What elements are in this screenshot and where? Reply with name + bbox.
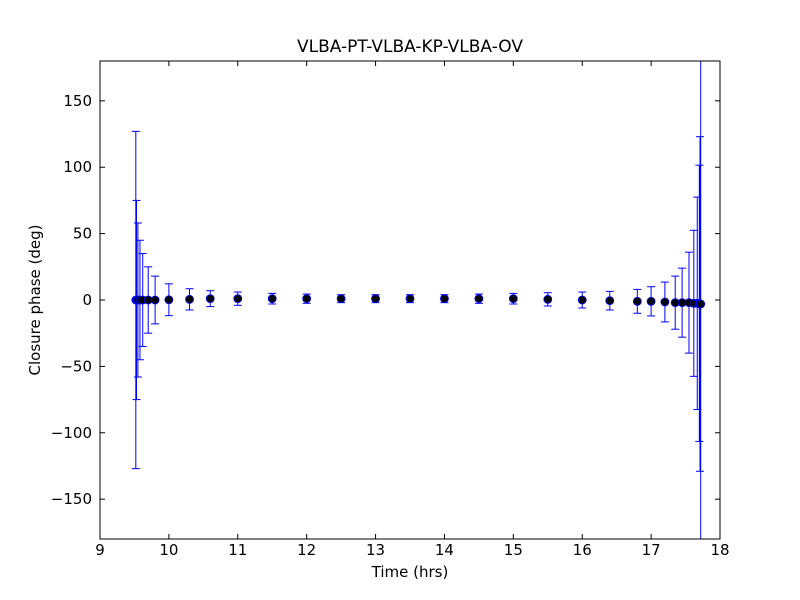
data-point	[267, 294, 277, 304]
x-tick-label: 10	[159, 541, 178, 559]
data-point	[605, 296, 615, 306]
data-point	[646, 296, 656, 306]
data-point	[508, 294, 518, 304]
data-point	[696, 299, 706, 309]
x-tick-label: 12	[297, 541, 316, 559]
x-tick-label: 18	[710, 541, 729, 559]
y-tick-label: 0	[82, 291, 92, 309]
chart-title: VLBA-PT-VLBA-KP-VLBA-OV	[297, 37, 523, 57]
data-point	[336, 294, 346, 304]
data-point	[543, 294, 553, 304]
data-point	[577, 295, 587, 305]
x-tick-label: 15	[504, 541, 523, 559]
x-axis-label: Time (hrs)	[371, 563, 449, 581]
x-tick-label: 13	[366, 541, 385, 559]
y-tick-label: −100	[51, 424, 92, 442]
data-point	[632, 296, 642, 306]
x-tick-label: 16	[573, 541, 592, 559]
y-tick-label: −50	[60, 357, 92, 375]
y-axis-label: Closure phase (deg)	[26, 225, 44, 376]
y-tick-label: 100	[63, 158, 92, 176]
data-point	[371, 294, 380, 304]
data-point	[185, 294, 194, 304]
data-point	[440, 294, 449, 304]
y-tick-label: 50	[73, 225, 92, 243]
y-tick-label: −150	[51, 490, 92, 508]
data-point	[405, 294, 415, 304]
data-point	[302, 294, 312, 304]
x-tick-label: 9	[95, 541, 105, 559]
x-tick-label: 17	[642, 541, 661, 559]
data-point	[474, 294, 484, 304]
data-point	[660, 297, 670, 307]
data-point	[205, 294, 215, 304]
data-point	[233, 294, 243, 304]
x-tick-label: 11	[228, 541, 247, 559]
data-point	[150, 295, 160, 305]
data-point	[164, 295, 174, 305]
plot-area	[131, 61, 706, 539]
x-tick-label: 14	[435, 541, 454, 559]
y-tick-label: 150	[63, 92, 92, 110]
